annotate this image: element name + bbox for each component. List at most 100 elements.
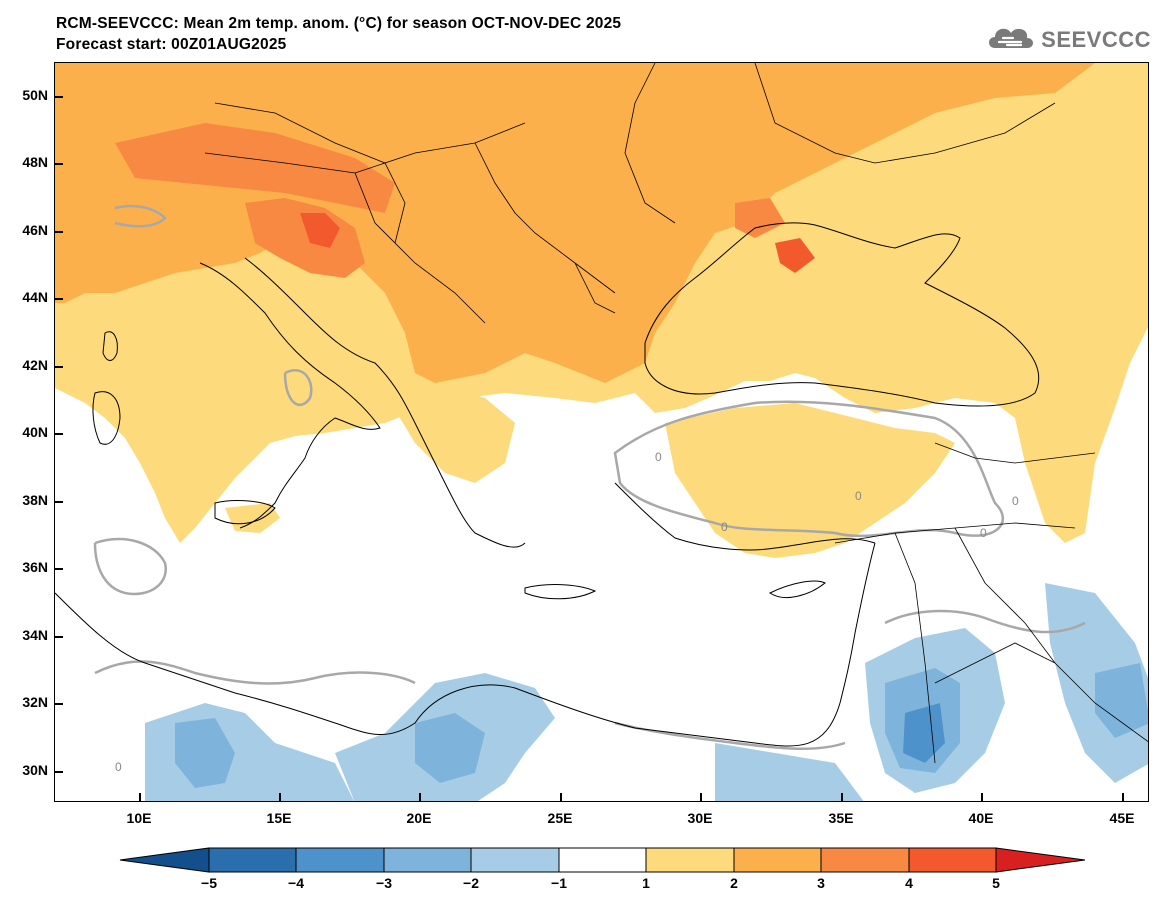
lon-label-30e: 30E [687, 810, 713, 826]
contour-label: 0 [1012, 494, 1019, 508]
y-tick [55, 703, 63, 705]
y-tick [55, 298, 63, 300]
title-line-2: Forecast start: 00Z01AUG2025 [56, 36, 287, 53]
colorbar-segment-lt-5 [119, 847, 210, 873]
anomaly-area-neg-2-3-libya [175, 718, 235, 788]
cloud-logo-icon [985, 22, 1037, 57]
crete-coast [524, 584, 597, 600]
anomaly-area-neg-1-2-egypt [715, 743, 864, 801]
contour-label: 0 [655, 450, 662, 464]
colorbar-label: 5 [992, 875, 1000, 891]
colorbar-label: 3 [817, 875, 825, 891]
coastlines-and-borders [55, 63, 1148, 764]
y-tick [55, 501, 63, 503]
zero-contour-turkey [613, 400, 1004, 538]
x-tick [1122, 793, 1124, 801]
lat-label-32n: 32N [22, 694, 48, 710]
colorbar-label: 4 [905, 875, 913, 891]
seevccc-logo: SEEVCCC [985, 22, 1151, 57]
x-tick [981, 793, 983, 801]
lon-label-40e: 40E [968, 810, 994, 826]
border-lines [204, 63, 1148, 764]
contour-labels: 0 0 0 0 0 0 [115, 450, 1019, 774]
colorbar-segment-5-4 [208, 847, 297, 873]
logo-text: SEEVCCC [1041, 26, 1151, 52]
lat-label-40n: 40N [22, 424, 48, 440]
y-tick [55, 433, 63, 435]
x-tick [700, 793, 702, 801]
colorbar-segment-2-1 [470, 847, 560, 873]
y-tick [55, 568, 63, 570]
lon-label-35e: 35E [828, 810, 854, 826]
zero-contour-egypt [614, 721, 846, 750]
colorbar-segment-4-5 [908, 847, 997, 873]
colorbar-label: 2 [730, 875, 738, 891]
anomaly-area-2-3 [55, 63, 1095, 383]
colorbar-label: −5 [201, 875, 217, 891]
colorbar-label: −1 [551, 875, 567, 891]
anomaly-map: 0 0 0 0 0 0 [55, 63, 1148, 801]
anomaly-area-neg-2-3-iraq [1095, 663, 1148, 738]
balkan-coast [244, 257, 526, 548]
lat-label-48n: 48N [22, 154, 48, 170]
turkey-south-coast [614, 482, 876, 551]
anomaly-area-4-5 [300, 213, 340, 248]
anomaly-area-balkans-1 [385, 383, 515, 483]
north-africa-coast [55, 592, 841, 747]
colorbar-segment-1-1 [558, 847, 647, 873]
colorbar-segment-gt-5 [995, 847, 1086, 873]
zero-contour-north-africa [94, 660, 416, 685]
x-tick [279, 793, 281, 801]
zero-contour-sardinia [283, 369, 313, 407]
x-tick [841, 793, 843, 801]
colorbar-segment-3-4 [820, 847, 910, 873]
x-tick [419, 793, 421, 801]
y-tick [55, 231, 63, 233]
title-line-1: RCM-SEEVCCC: Mean 2m temp. anom. (°C) fo… [56, 15, 622, 32]
anomaly-area-turkey [665, 403, 955, 558]
lon-label-10e: 10E [126, 810, 152, 826]
negative-anomaly-shading [145, 583, 1148, 801]
lon-label-45e: 45E [1109, 810, 1135, 826]
anomaly-area-3-4 [245, 198, 365, 278]
anomaly-area-neg-3-4-jordan [903, 703, 945, 763]
lon-label-25e: 25E [547, 810, 573, 826]
zero-contour-levant [884, 609, 1086, 634]
map-title: RCM-SEEVCCC: Mean 2m temp. anom. (°C) fo… [56, 13, 621, 55]
colorbar-segment-4-3 [295, 847, 385, 873]
colorbar-label: −2 [463, 875, 479, 891]
levant-coast [839, 542, 876, 704]
lat-label-36n: 36N [22, 559, 48, 575]
y-tick [55, 96, 63, 98]
lon-label-15e: 15E [266, 810, 292, 826]
map-panel[interactable]: 0 0 0 0 0 0 [54, 62, 1149, 802]
colorbar [119, 847, 1086, 873]
anomaly-area-sicily [225, 503, 280, 533]
anomaly-area-3-4-b [115, 123, 395, 213]
corsica-coast [102, 331, 118, 361]
y-tick [55, 163, 63, 165]
y-tick [55, 636, 63, 638]
colorbar-segment-2-3 [733, 847, 822, 873]
contour-label: 0 [721, 520, 728, 534]
sardinia-coast [92, 391, 121, 445]
anomaly-area-neg-2-3-cyrenaica [415, 713, 485, 783]
lat-label-50n: 50N [22, 87, 48, 103]
sicily-coast [214, 500, 276, 525]
lat-label-46n: 46N [22, 222, 48, 238]
colorbar-segment-1-2 [645, 847, 735, 873]
contour-label: 0 [980, 526, 987, 540]
contour-label: 0 [855, 489, 862, 503]
x-tick [560, 793, 562, 801]
lat-label-44n: 44N [22, 289, 48, 305]
anomaly-area-4-5-b [775, 238, 815, 273]
colorbar-label: −4 [288, 875, 304, 891]
zero-contour-alps [114, 204, 167, 228]
cyprus-coast [769, 580, 826, 598]
black-sea-coast [644, 222, 1040, 407]
lon-label-20e: 20E [406, 810, 432, 826]
anomaly-area-3-4-c [735, 198, 785, 238]
contour-label: 0 [115, 760, 122, 774]
lat-label-34n: 34N [22, 627, 48, 643]
zero-contour-tunisia [93, 537, 168, 596]
